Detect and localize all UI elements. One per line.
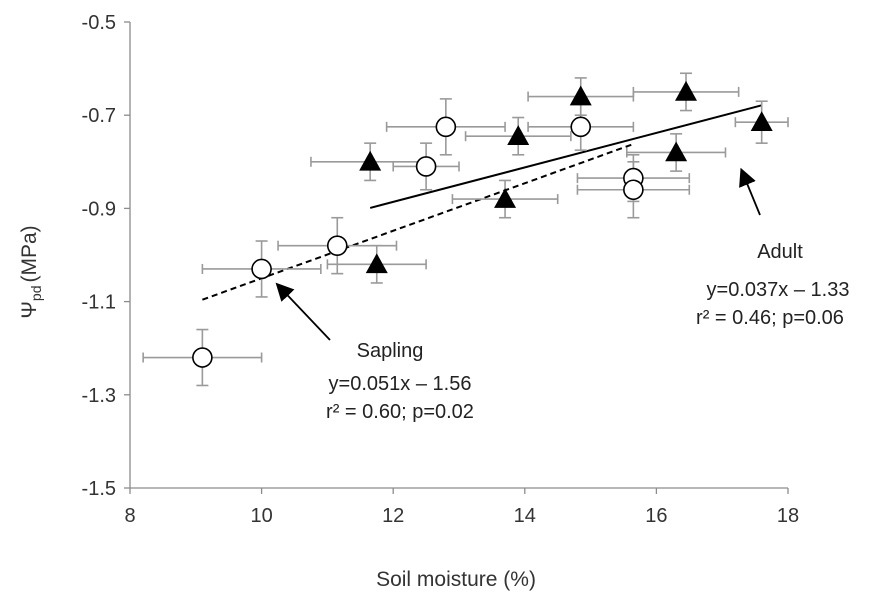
y-tick-label: -1.3	[82, 385, 116, 407]
sapling-annotation-line: r² = 0.60; p=0.02	[326, 401, 474, 423]
tick-labels: 8 10 12 14 16 18 -0.5 -0.7 -0.9 -1.1 -1.3 -1.5	[82, 12, 800, 527]
adult-point	[675, 80, 698, 101]
adult-point	[359, 150, 382, 171]
adult-point	[494, 188, 517, 208]
sapling-arrow	[275, 282, 331, 341]
sapling-point	[415, 156, 437, 177]
x-tick-label: 12	[382, 505, 404, 527]
annotation-arrows	[275, 167, 761, 341]
tick-marks	[124, 21, 789, 494]
annotations: Adult y=0.037x – 1.33 r² = 0.46; p=0.06 Sap…	[326, 241, 849, 423]
data-points	[192, 80, 773, 368]
adult-fit-line	[369, 104, 762, 209]
sapling-point	[623, 179, 644, 201]
sapling-point	[326, 235, 348, 256]
adult-point	[507, 125, 530, 145]
sapling-point	[251, 258, 272, 280]
adult-annotation-line: Adult	[757, 241, 803, 263]
fit-lines	[202, 104, 762, 301]
y-tick-label: -0.5	[82, 12, 116, 34]
y-tick-label: -1.5	[82, 478, 116, 500]
sapling-annotation: Sapling y=0.051x – 1.56 r² = 0.60; p=0.02	[326, 340, 474, 423]
x-axis-label: Soil moisture (%)	[376, 568, 536, 591]
y-axis-label-unit: (MPa)	[18, 225, 41, 282]
y-axis-label: Ψpd (MPa)	[18, 225, 44, 318]
adult-point	[365, 253, 388, 274]
adult-annotation-line: y=0.037x – 1.33	[707, 279, 850, 301]
sapling-annotation-line: y=0.051x – 1.56	[329, 373, 472, 395]
x-tick-label: 18	[777, 505, 799, 527]
sapling-point	[192, 347, 213, 368]
y-tick-label: -1.1	[82, 292, 116, 314]
sapling-annotation-line: Sapling	[357, 340, 424, 362]
axes	[129, 22, 788, 489]
adult-annotation-line: r² = 0.46; p=0.06	[696, 307, 844, 329]
sapling-fit-line	[202, 143, 634, 301]
x-tick-label: 10	[250, 505, 272, 527]
y-axis-label-subscript: pd	[28, 286, 44, 302]
error-bars	[142, 72, 789, 387]
adult-annotation: Adult y=0.037x – 1.33 r² = 0.46; p=0.06	[696, 241, 849, 329]
adult-point	[750, 111, 773, 131]
y-tick-label: -0.9	[82, 198, 116, 220]
sapling-point	[435, 116, 457, 138]
adult-arrow	[739, 167, 761, 216]
x-tick-label: 14	[514, 505, 536, 527]
adult-point	[569, 85, 592, 106]
adult-point	[665, 141, 688, 162]
x-tick-label: 16	[645, 505, 667, 527]
sapling-point	[570, 116, 592, 138]
x-tick-label: 8	[124, 505, 135, 527]
y-axis-label-main: Ψ	[18, 301, 41, 319]
y-tick-label: -0.7	[82, 105, 116, 127]
